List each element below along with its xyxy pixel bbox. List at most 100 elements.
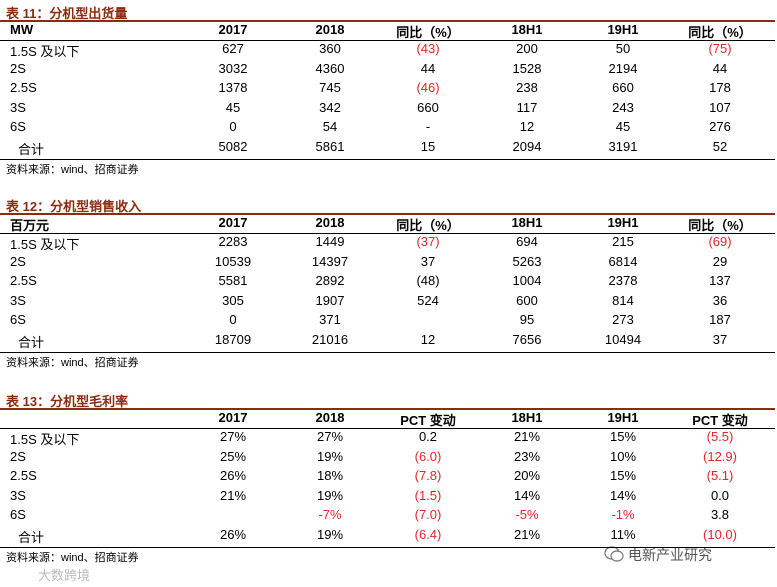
header-rule (0, 40, 775, 41)
header-cell: 2017 (218, 22, 248, 37)
data-cell: 2378 (608, 273, 638, 288)
data-cell: (6.0) (414, 448, 442, 464)
table-title: 表 12：分机型销售收入 (6, 199, 142, 214)
data-cell: 25% (219, 448, 247, 464)
data-cell: 0 (229, 312, 237, 327)
data-cell: 52 (712, 138, 728, 154)
data-cell: 37 (420, 253, 436, 269)
row-label: 2.5S (10, 273, 37, 288)
data-cell: 2194 (608, 60, 638, 76)
data-cell: 21% (219, 487, 247, 503)
data-cell: 44 (712, 60, 728, 76)
data-cell: 137 (709, 273, 731, 288)
data-cell: 1378 (218, 80, 248, 95)
data-cell: 21% (513, 526, 541, 542)
data-cell: 6814 (608, 253, 638, 269)
data-cell: 187 (709, 312, 731, 327)
data-cell: 276 (709, 119, 731, 134)
data-cell: 305 (222, 292, 244, 308)
data-cell: -5% (515, 507, 539, 522)
data-cell: 15 (420, 138, 436, 154)
row-label: 3S (10, 487, 26, 503)
data-cell: 5861 (315, 138, 345, 154)
row-label: 合计 (18, 141, 45, 157)
row-label: 1.5S 及以下 (10, 237, 80, 252)
header-cell: 19H1 (607, 215, 639, 230)
data-cell: 2283 (218, 234, 248, 249)
data-cell: (10.0) (703, 526, 737, 542)
row-label: 3S (10, 99, 26, 115)
data-cell: 18% (316, 468, 344, 483)
header-cell: 18H1 (511, 22, 543, 37)
data-cell: (43) (416, 41, 440, 56)
data-cell: 29 (712, 253, 728, 269)
data-cell: 11% (610, 526, 636, 542)
header-cell: 同比（%） (688, 218, 752, 233)
data-cell: (5.1) (706, 468, 734, 483)
data-cell: 18709 (214, 331, 252, 347)
row-label: 6S (10, 312, 26, 327)
data-cell: 26% (219, 526, 247, 542)
data-cell: 36 (712, 292, 728, 308)
data-cell: 15% (609, 429, 637, 444)
header-cell: 2018 (315, 410, 345, 425)
data-cell: 2892 (315, 273, 345, 288)
row-label: 1.5S 及以下 (10, 44, 80, 59)
header-cell: 18H1 (511, 410, 543, 425)
data-cell: 19% (316, 526, 344, 542)
header-cell: 2018 (315, 215, 345, 230)
data-cell: 14397 (311, 253, 349, 269)
data-cell: 178 (709, 80, 731, 95)
data-cell: 238 (516, 80, 538, 95)
row-label: 2S (10, 448, 26, 464)
data-cell: 627 (222, 41, 244, 56)
title-rule (0, 20, 775, 22)
data-cell: 21016 (311, 331, 349, 347)
title-rule (0, 408, 775, 410)
data-cell: 1907 (315, 292, 345, 308)
data-cell: 107 (709, 99, 731, 115)
table-title: 表 13：分机型毛利率 (6, 394, 129, 409)
data-cell: -1% (611, 507, 635, 522)
data-cell: 21% (513, 429, 541, 444)
data-cell: 10% (609, 448, 637, 464)
data-cell: 1528 (512, 60, 542, 76)
table-title: 表 11：分机型出货量 (6, 6, 128, 21)
data-cell: 371 (319, 312, 341, 327)
data-cell: (5.5) (706, 429, 734, 444)
source-note: 资料来源：wind、招商证券 (6, 164, 139, 176)
header-rule (0, 233, 775, 234)
row-label: 2S (10, 253, 26, 269)
row-label: 2S (10, 60, 26, 76)
data-cell: 660 (417, 99, 439, 115)
data-cell: 14% (609, 487, 637, 503)
data-cell: 19% (316, 448, 344, 464)
data-cell: (75) (708, 41, 732, 56)
data-cell: 3032 (218, 60, 248, 76)
data-cell: 694 (516, 234, 538, 249)
row-label: 1.5S 及以下 (10, 432, 80, 447)
account-watermark: 电新产业研究 (628, 547, 712, 563)
data-cell: 660 (612, 80, 634, 95)
row-label: 6S (10, 119, 26, 134)
data-cell: 5263 (512, 253, 542, 269)
title-rule (0, 213, 775, 215)
row-label: 3S (10, 292, 26, 308)
header-cell: 同比（%） (688, 25, 752, 40)
data-cell: (37) (416, 234, 440, 249)
data-cell: 12 (420, 331, 436, 347)
row-label: 2.5S (10, 468, 37, 483)
data-cell: 27% (316, 429, 344, 444)
data-cell: 3.8 (710, 507, 730, 522)
table-bottom-rule (0, 352, 775, 353)
data-cell: 50 (615, 41, 631, 56)
data-cell: 45 (615, 119, 631, 134)
data-cell: 360 (319, 41, 341, 56)
header-cell: 2018 (315, 22, 345, 37)
data-cell: 7656 (512, 331, 542, 347)
data-cell: 37 (712, 331, 728, 347)
data-cell: 0 (229, 119, 237, 134)
data-cell: 10494 (604, 331, 642, 347)
header-cell: 19H1 (607, 22, 639, 37)
data-cell: 0.2 (418, 429, 438, 444)
